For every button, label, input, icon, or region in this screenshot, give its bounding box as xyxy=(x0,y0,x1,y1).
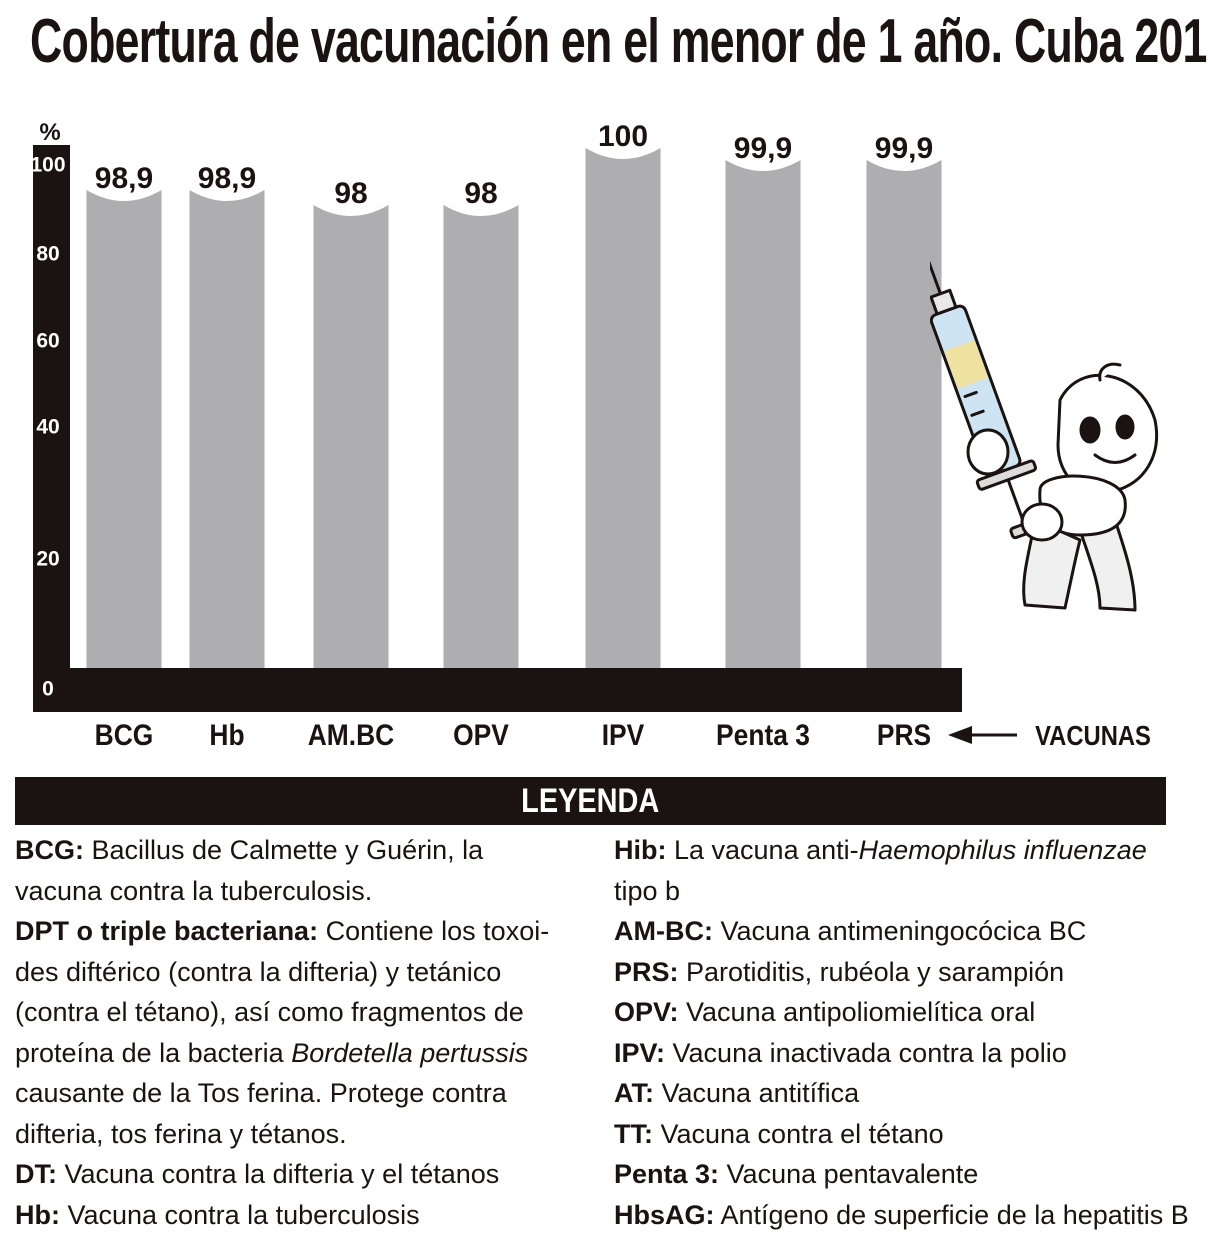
legend-abbr: TT: xyxy=(614,1118,653,1149)
x-tick-label: BCG xyxy=(95,717,154,751)
legend-item: IPV: Vacuna inactivada contra la polio xyxy=(614,1033,1194,1074)
legend-left-column: BCG: Bacillus de Calmette y Guérin, la v… xyxy=(15,830,575,1235)
bar xyxy=(189,190,265,668)
x-axis-label: VACUNAS xyxy=(1035,719,1151,751)
bar-value-label: 99,9 xyxy=(734,132,792,165)
bar xyxy=(313,205,389,668)
legend-abbr: IPV: xyxy=(614,1037,666,1068)
legend-item: DPT o triple bacteriana: Contiene los to… xyxy=(15,911,575,1154)
vacunas-arrow-icon xyxy=(948,726,1017,744)
legend-text: Vacuna contra el tétano xyxy=(652,1118,944,1149)
legend-text: Vacuna antitífica xyxy=(654,1078,860,1108)
bar-value-label: 98,9 xyxy=(95,162,153,195)
legend-text: Vacuna pentavalente xyxy=(719,1159,979,1189)
legend-abbr: DPT o triple bacteriana: xyxy=(15,916,319,946)
legend-italic: Bordetella pertussis xyxy=(291,1037,529,1068)
legend-abbr: PRS: xyxy=(614,956,679,987)
legend-text: Vacuna contra la difteria y el tétanos xyxy=(57,1159,500,1189)
bar-value-label: 98,9 xyxy=(198,162,256,195)
legend-item: Penta 3: Vacuna pentavalente xyxy=(614,1154,1194,1195)
x-tick-label: AM.BC xyxy=(308,717,395,751)
bar xyxy=(585,148,661,668)
bar-value-label: 98 xyxy=(334,177,367,210)
y-tick-label: 0 xyxy=(42,678,54,701)
bar xyxy=(86,190,162,668)
legend-italic: Haemophilus influenzae xyxy=(858,835,1147,865)
legend-text: causante de la Tos ferina. Protege contr… xyxy=(15,1078,507,1149)
legend-text: La vacuna anti- xyxy=(666,835,859,865)
legend-item: TT: Vacuna contra el tétano xyxy=(614,1114,1194,1155)
bar-value-label: 100 xyxy=(598,120,648,153)
legend-text: Contiene los toxoi­des diftérico (contra… xyxy=(15,916,550,1068)
x-tick-label: OPV xyxy=(453,717,509,751)
y-axis-label: % xyxy=(39,119,60,146)
bar-value-label: 99,9 xyxy=(875,132,933,165)
legend-abbr: HbsAG: xyxy=(614,1199,715,1230)
legend-abbr: Hb: xyxy=(15,1199,60,1230)
legend-item: BCG: Bacillus de Calmette y Guérin, la v… xyxy=(15,830,575,911)
legend-abbr: DT: xyxy=(15,1159,57,1189)
legend-item: Hb: Vacuna contra la tuberculosis xyxy=(15,1195,575,1236)
legend-text: Vacuna antimeningocócica BC xyxy=(712,916,1087,946)
y-tick-label: 100 xyxy=(30,154,65,177)
x-tick-label: Hb xyxy=(209,717,244,751)
x-axis-bar xyxy=(33,668,962,712)
legend-header: LEYENDA xyxy=(15,777,1166,825)
legend-item: AT: Vacuna antitífica xyxy=(614,1073,1194,1114)
legend-text: Antígeno de superficie de la hepatitis B xyxy=(714,1199,1189,1230)
x-tick-label: IPV xyxy=(602,717,645,751)
legend-abbr: AM-BC: xyxy=(614,916,713,946)
y-axis-bar xyxy=(33,145,70,710)
legend-abbr: Penta 3: xyxy=(614,1159,720,1189)
x-tick-label: PRS xyxy=(877,717,931,751)
legend-abbr: AT: xyxy=(614,1078,654,1108)
legend-text: tipo b xyxy=(614,875,681,906)
bar xyxy=(725,160,801,668)
legend-text: Bacillus de Calmette y Guérin, la vacuna… xyxy=(15,835,484,906)
bar xyxy=(866,160,942,668)
x-tick-label: Penta 3 xyxy=(716,717,810,751)
legend-item: AM-BC: Vacuna antimeningocócica BC xyxy=(614,911,1194,952)
bar-value-label: 98 xyxy=(464,177,497,210)
legend-item: OPV: Vacuna antipoliomielítica oral xyxy=(614,992,1194,1033)
y-tick-label: 80 xyxy=(36,243,59,266)
legend-abbr: OPV: xyxy=(614,997,679,1027)
legend-text: Parotiditis, rubéola y sarampión xyxy=(678,956,1065,987)
legend-right-column: Hib: La vacuna anti-Haemophilus influenz… xyxy=(614,830,1194,1235)
legend-text: Vacuna inactivada contra la polio xyxy=(665,1037,1067,1068)
legend-abbr: BCG: xyxy=(15,835,84,865)
legend-item: Hib: La vacuna anti-Haemophilus influenz… xyxy=(614,830,1194,911)
y-ticks: 0 20 40 60 80 100 xyxy=(30,154,65,701)
legend-text: Vacuna contra la tuberculosis xyxy=(59,1199,420,1230)
legend-text: Vacuna antipoliomielítica oral xyxy=(678,997,1036,1027)
legend-abbr: Hib: xyxy=(614,835,667,865)
y-tick-label: 40 xyxy=(36,416,59,439)
x-ticks: BCG Hb AM.BC OPV IPV Penta 3 PRS xyxy=(95,717,931,751)
chart-axes: % VACUNAS xyxy=(33,119,1151,751)
legend-item: HbsAG: Antígeno de superficie de la hepa… xyxy=(614,1195,1194,1236)
legend-item: DT: Vacuna contra la difteria y el tétan… xyxy=(15,1154,575,1195)
legend-item: PRS: Parotiditis, rubéola y sarampión xyxy=(614,952,1194,993)
bars-group: 98,9 98,9 98 98 100 99,9 99,9 xyxy=(86,120,942,668)
y-tick-label: 20 xyxy=(36,548,59,571)
syringe-mascot-illustration xyxy=(930,249,1158,612)
bar xyxy=(443,205,519,668)
bar-chart: % VACUNAS 0 20 40 60 80 100 98,9 98,9 98 98 100 99… xyxy=(30,119,1151,752)
y-tick-label: 60 xyxy=(36,330,59,353)
